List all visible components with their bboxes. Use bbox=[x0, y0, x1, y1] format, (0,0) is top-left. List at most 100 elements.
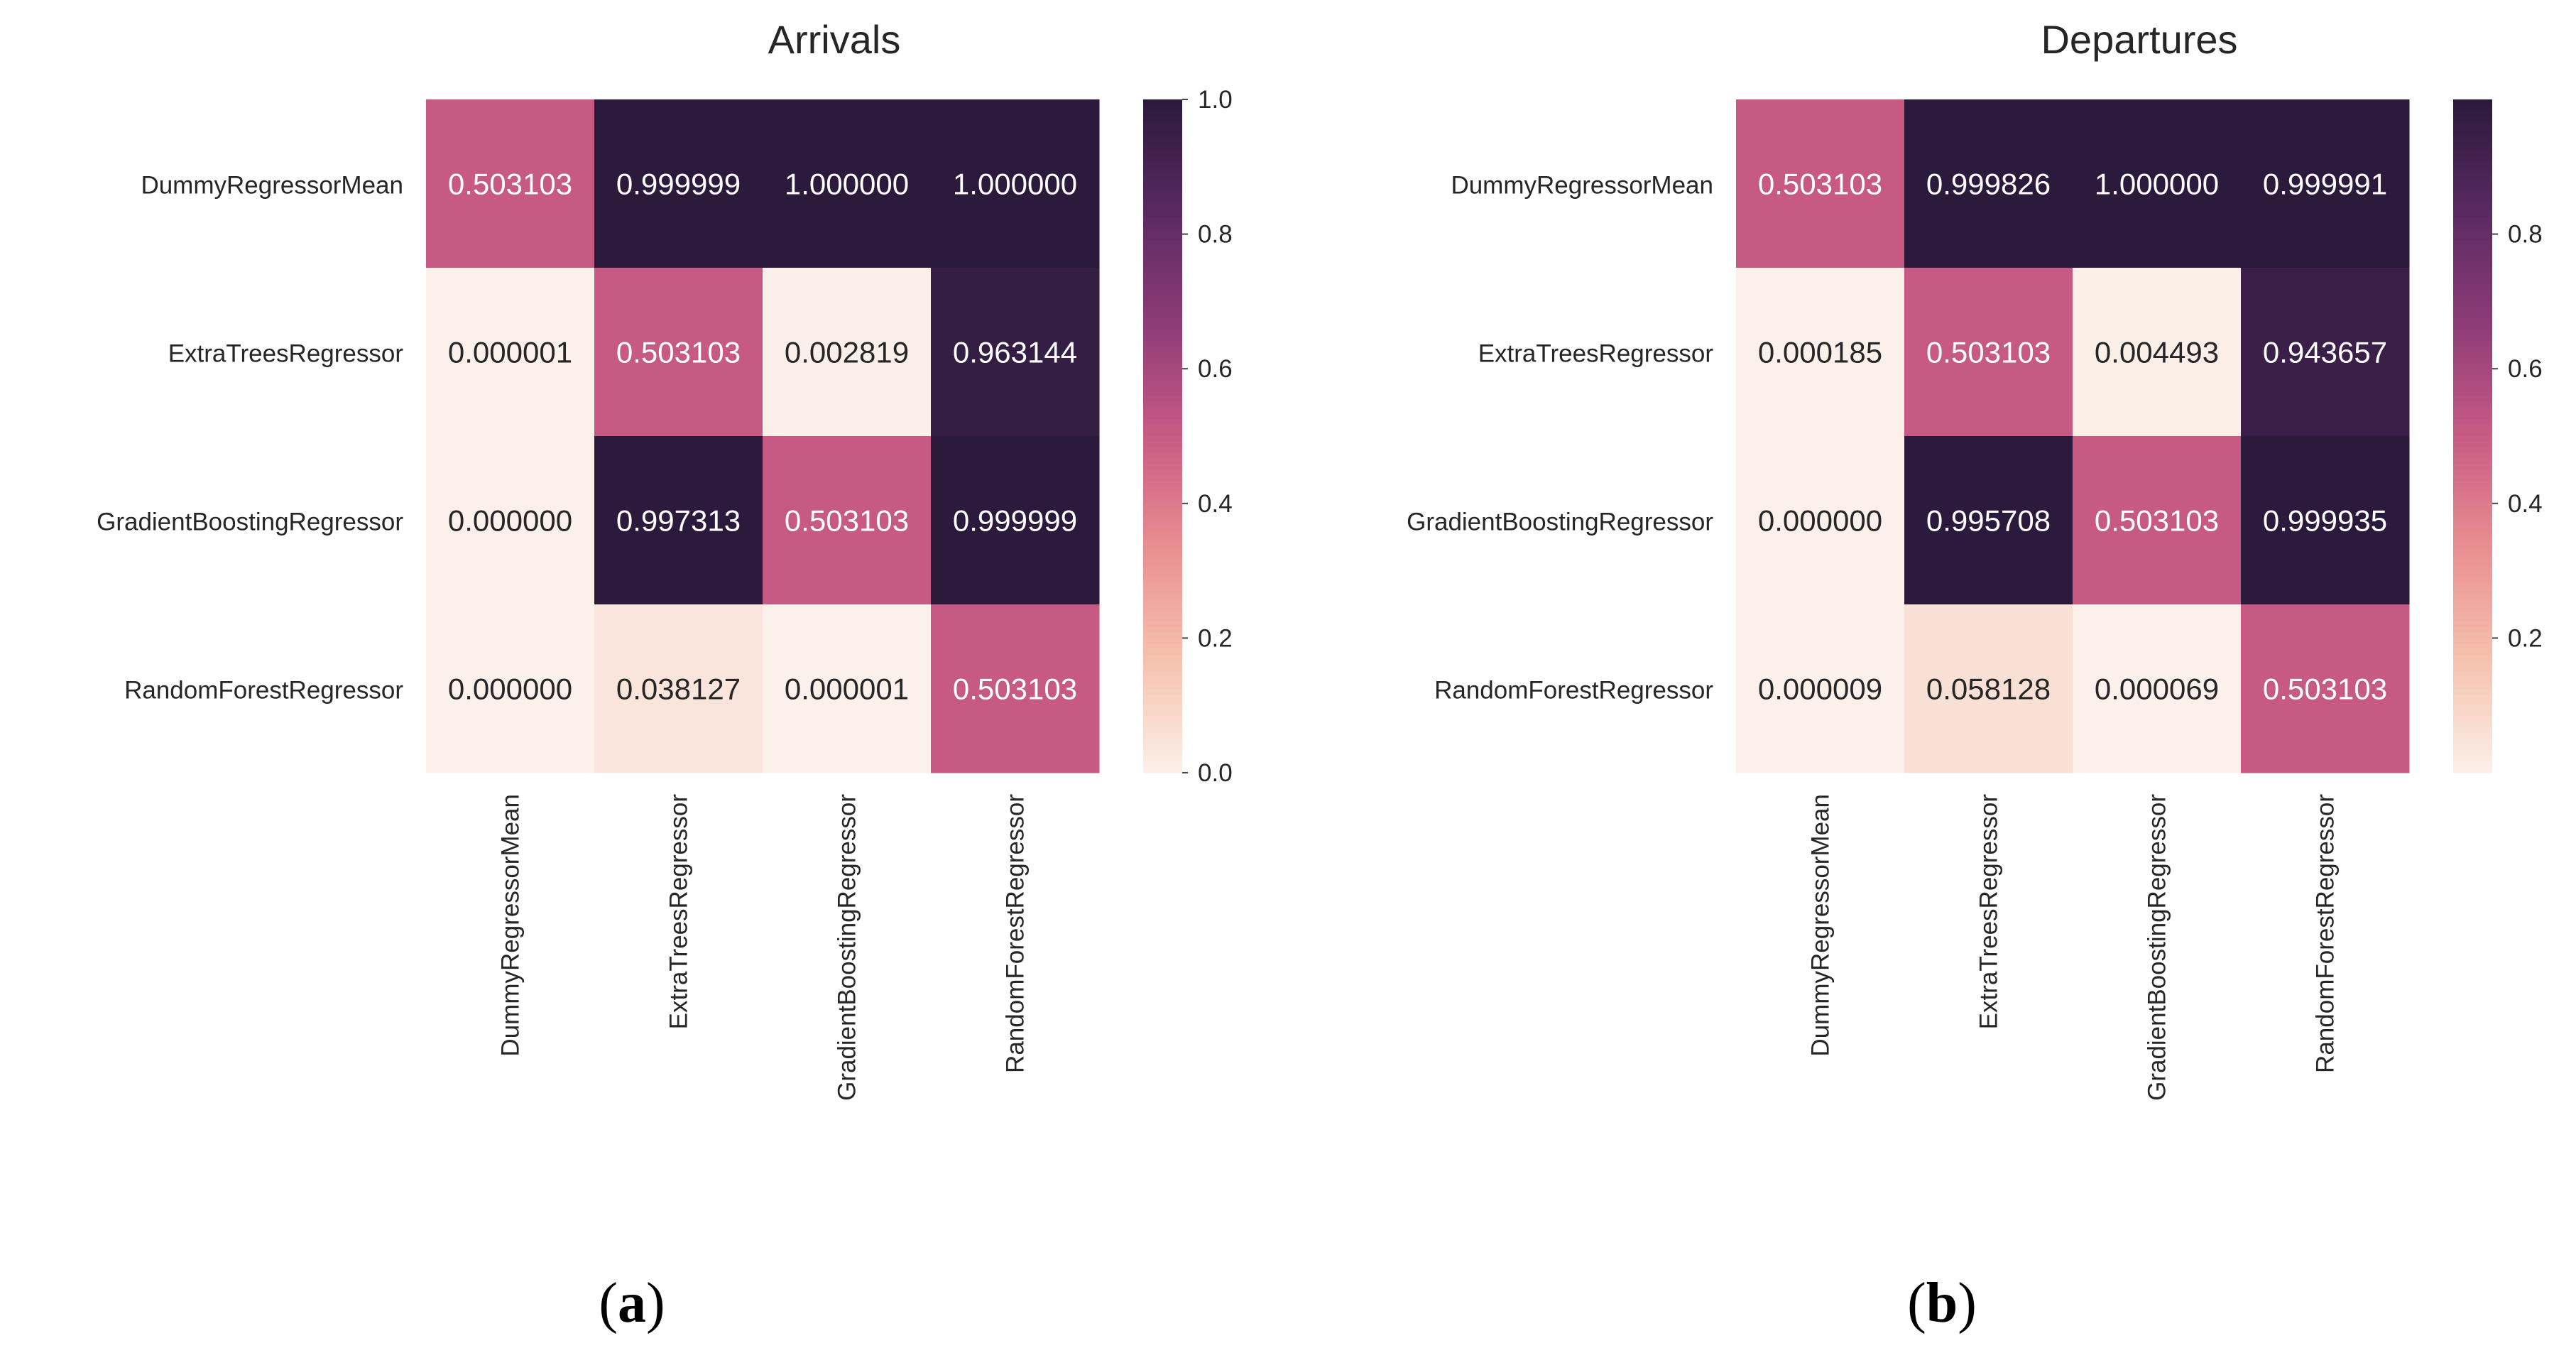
panel-a-cell-label-r3-c3: 0.503103 bbox=[953, 673, 1077, 706]
panel-b-colorbar-strip bbox=[2453, 526, 2492, 532]
panel-a-colorbar-strip bbox=[1143, 121, 1182, 129]
panel-a-colorbar-strip bbox=[1143, 700, 1182, 706]
panel-b-cell-label-r0-c0: 0.503103 bbox=[1758, 168, 1882, 201]
panel-b-colorbar-strip bbox=[2453, 559, 2492, 566]
panel-b-cell-label-r0-c3: 0.999991 bbox=[2263, 168, 2387, 201]
panel-b-colorbar-strip bbox=[2453, 638, 2492, 644]
panel-b-colorbar-strip bbox=[2453, 469, 2492, 476]
panel-a-cell-label-r0-c2: 1.000000 bbox=[785, 168, 909, 201]
panel-b-colorbar-strip bbox=[2453, 576, 2492, 582]
panel-b-colorbar-strip bbox=[2453, 458, 2492, 465]
panel-a-colorbar-strip bbox=[1143, 295, 1182, 302]
panel-b-colorbar-strip bbox=[2453, 346, 2492, 353]
panel-a-colorbar-strip bbox=[1143, 548, 1182, 555]
panel-a-colorbar-strip bbox=[1143, 335, 1182, 342]
panel-b-colorbar-tick-label-1: 0.4 bbox=[2508, 490, 2543, 518]
panel-b-colorbar-strip bbox=[2453, 447, 2492, 454]
panel-b-colorbar-strip bbox=[2453, 110, 2492, 117]
panel-b-colorbar-strip bbox=[2453, 222, 2492, 229]
panel-b-colorbar-strip bbox=[2453, 357, 2492, 364]
panel-b-colorbar-strip bbox=[2453, 705, 2492, 712]
panel-a-colorbar-strip bbox=[1143, 380, 1182, 386]
panel-a-colorbar-tick-label-1: 0.2 bbox=[1198, 624, 1233, 652]
panel-b-colorbar-strip bbox=[2453, 369, 2492, 375]
panel-a-colorbar-strip bbox=[1143, 531, 1182, 538]
panel-b-cell-label-r1-c2: 0.004493 bbox=[2095, 336, 2219, 369]
panel-a-colorbar-strip bbox=[1143, 408, 1182, 414]
panel-b-colorbar-strip bbox=[2453, 761, 2492, 768]
panel-b-cell-label-r1-c3: 0.943657 bbox=[2263, 336, 2387, 369]
panel-a-colorbar-strip bbox=[1143, 464, 1182, 470]
panel-b-colorbar-strip bbox=[2453, 425, 2492, 431]
panel-b-cell-r3-c1 bbox=[1904, 604, 2073, 773]
panel-a-colorbar-strip bbox=[1143, 441, 1182, 448]
panel-a-cell-r2-c0 bbox=[426, 436, 595, 605]
panel-a-colorbar-tick-label-2: 0.4 bbox=[1198, 490, 1233, 518]
panel-b-colorbar-strip bbox=[2453, 396, 2492, 403]
panel-b-colorbar-strip bbox=[2453, 665, 2492, 673]
panel-a-colorbar-strip bbox=[1143, 458, 1182, 465]
panel-a-colorbar-strip bbox=[1143, 553, 1182, 560]
panel-a-colorbar-strip bbox=[1143, 559, 1182, 566]
panel-b-colorbar-strip bbox=[2453, 251, 2492, 257]
panel-b-title: Departures bbox=[2041, 17, 2237, 62]
panel-b-colorbar-strip bbox=[2453, 649, 2492, 656]
panel-a-colorbar-strip bbox=[1143, 671, 1182, 678]
panel-b-colorbar-strip bbox=[2453, 385, 2492, 392]
panel-a-colorbar-strip bbox=[1143, 756, 1182, 762]
panel-b-colorbar-strip bbox=[2453, 329, 2492, 336]
panel-a-cell-label-r2-c1: 0.997313 bbox=[616, 504, 741, 538]
panel-a-cell-r3-c1 bbox=[594, 604, 763, 773]
panel-b-colorbar-strip bbox=[2453, 604, 2492, 611]
panel-b-cell-label-r0-c1: 0.999826 bbox=[1926, 168, 2051, 201]
panel-b-cell-label-r3-c2: 0.000069 bbox=[2095, 673, 2219, 706]
panel-b-colorbar-strip bbox=[2453, 178, 2492, 185]
panel-b-colorbar-strip bbox=[2453, 441, 2492, 448]
panel-b-colorbar-strip bbox=[2453, 324, 2492, 330]
panel-a-colorbar-strip bbox=[1143, 127, 1182, 134]
panel-b-colorbar-strip bbox=[2453, 497, 2492, 504]
panel-a-colorbar-strip bbox=[1143, 661, 1182, 667]
panel-b-colorbar-strip bbox=[2453, 363, 2492, 369]
panel-a-colorbar-strip bbox=[1143, 497, 1182, 504]
panel-b-colorbar-strip bbox=[2453, 268, 2492, 274]
panel-b-colorbar-strip bbox=[2453, 200, 2492, 207]
panel-a-colorbar-strip bbox=[1143, 340, 1182, 347]
panel-a-colorbar-strip bbox=[1143, 514, 1182, 521]
panel-b-colorbar-strip bbox=[2453, 228, 2492, 235]
panel-a-cell-r3-c2 bbox=[763, 604, 932, 773]
panel-b-colorbar-strip bbox=[2453, 172, 2492, 179]
panel-b-colorbar-strip bbox=[2453, 290, 2492, 297]
panel-b-colorbar-strip bbox=[2453, 144, 2492, 151]
panel-b-colorbar-strip bbox=[2453, 127, 2492, 134]
panel-b-colorbar-strip bbox=[2453, 413, 2492, 420]
panel-b-cell-r1-c1 bbox=[1904, 268, 2073, 437]
panel-a-colorbar-strip bbox=[1143, 183, 1182, 190]
panel-a-colorbar-strip bbox=[1143, 425, 1182, 431]
panel-b-colorbar-strip bbox=[2453, 150, 2492, 156]
panel-a-cell-label-r2-c0: 0.000000 bbox=[448, 504, 572, 538]
panel-a-colorbar-strip bbox=[1143, 481, 1182, 487]
panel-b-colorbar-strip bbox=[2453, 166, 2492, 173]
panel-a-cell-label-r2-c3: 0.999999 bbox=[953, 504, 1077, 538]
panel-a-colorbar-strip bbox=[1143, 268, 1182, 274]
panel-b-colorbar-strip bbox=[2453, 273, 2492, 280]
panel-b-colorbar-strip bbox=[2453, 206, 2492, 212]
panel-b-label: (b) bbox=[1907, 1272, 1977, 1335]
panel-a-cell-r0-c3 bbox=[931, 99, 1100, 268]
panel-b-cell-r3-c3 bbox=[2241, 604, 2410, 773]
panel-a-colorbar-strip bbox=[1143, 643, 1182, 650]
panel-a-colorbar-strip bbox=[1143, 733, 1182, 740]
panel-a-colorbar-strip bbox=[1143, 133, 1182, 139]
panel-a-colorbar-strip bbox=[1143, 195, 1182, 201]
panel-b-cell-r1-c2 bbox=[2073, 268, 2242, 437]
panel-a-colorbar-strip bbox=[1143, 245, 1182, 251]
panel-b-colorbar-strip bbox=[2453, 520, 2492, 526]
panel-b-colorbar-strip bbox=[2453, 509, 2492, 516]
panel-a-cell-label-r3-c1: 0.038127 bbox=[616, 673, 741, 706]
panel-a-colorbar-strip bbox=[1143, 475, 1182, 482]
panel-a-colorbar-strip bbox=[1143, 503, 1182, 510]
panel-a-colorbar-strip bbox=[1143, 222, 1182, 229]
panel-b-colorbar-strip bbox=[2453, 464, 2492, 470]
panel-b-colorbar-strip bbox=[2453, 195, 2492, 201]
